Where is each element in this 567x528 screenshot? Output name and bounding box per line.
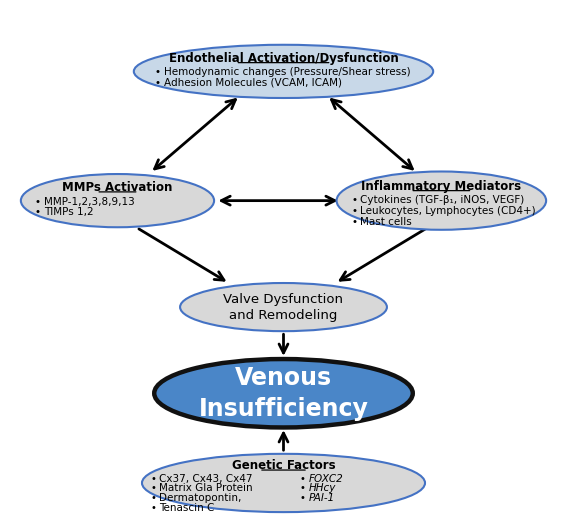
Text: FOXC2: FOXC2 [308, 474, 343, 484]
Text: •: • [35, 196, 40, 206]
Text: •: • [150, 483, 156, 493]
Text: Valve Dysfunction
and Remodeling: Valve Dysfunction and Remodeling [223, 293, 344, 322]
Text: •: • [351, 206, 357, 216]
Text: MMP-1,2,3,8,9,13: MMP-1,2,3,8,9,13 [44, 196, 134, 206]
Text: PAI-1: PAI-1 [308, 493, 335, 503]
Text: •: • [300, 474, 306, 484]
Text: MMPs Activation: MMPs Activation [62, 181, 173, 194]
Ellipse shape [21, 174, 214, 227]
Text: Adhesion Molecules (VCAM, ICAM): Adhesion Molecules (VCAM, ICAM) [164, 78, 342, 88]
Text: •: • [351, 216, 357, 227]
Text: Inflammatory Mediators: Inflammatory Mediators [361, 180, 522, 193]
Text: •: • [300, 483, 306, 493]
Text: •: • [155, 67, 161, 77]
Text: TIMPs 1,2: TIMPs 1,2 [44, 207, 93, 217]
Text: •: • [155, 78, 161, 88]
Text: Matrix Gla Protein: Matrix Gla Protein [159, 483, 252, 493]
Ellipse shape [337, 172, 546, 230]
Text: Hemodynamic changes (Pressure/Shear stress): Hemodynamic changes (Pressure/Shear stre… [164, 67, 411, 77]
Text: •: • [150, 493, 156, 503]
Text: •: • [300, 493, 306, 503]
Text: Cx37, Cx43, Cx47: Cx37, Cx43, Cx47 [159, 474, 252, 484]
Text: Leukocytes, Lymphocytes (CD4+): Leukocytes, Lymphocytes (CD4+) [361, 206, 536, 216]
Ellipse shape [180, 283, 387, 331]
Text: •: • [351, 195, 357, 205]
Text: Venous
Insufficiency: Venous Insufficiency [198, 366, 369, 421]
Text: Dermatopontin,: Dermatopontin, [159, 493, 241, 503]
Text: Tenascin C: Tenascin C [159, 503, 214, 513]
Text: •: • [150, 474, 156, 484]
Text: •: • [35, 207, 40, 217]
Text: Endothelial Activation/Dysfunction: Endothelial Activation/Dysfunction [168, 52, 399, 64]
Text: HHcy: HHcy [308, 483, 336, 493]
Text: •: • [150, 503, 156, 513]
Text: Mast cells: Mast cells [361, 216, 412, 227]
Ellipse shape [134, 45, 433, 98]
Ellipse shape [154, 359, 413, 428]
Ellipse shape [142, 454, 425, 512]
Text: Cytokines (TGF-β₁, iNOS, VEGF): Cytokines (TGF-β₁, iNOS, VEGF) [361, 195, 524, 205]
Text: Genetic Factors: Genetic Factors [232, 459, 335, 472]
